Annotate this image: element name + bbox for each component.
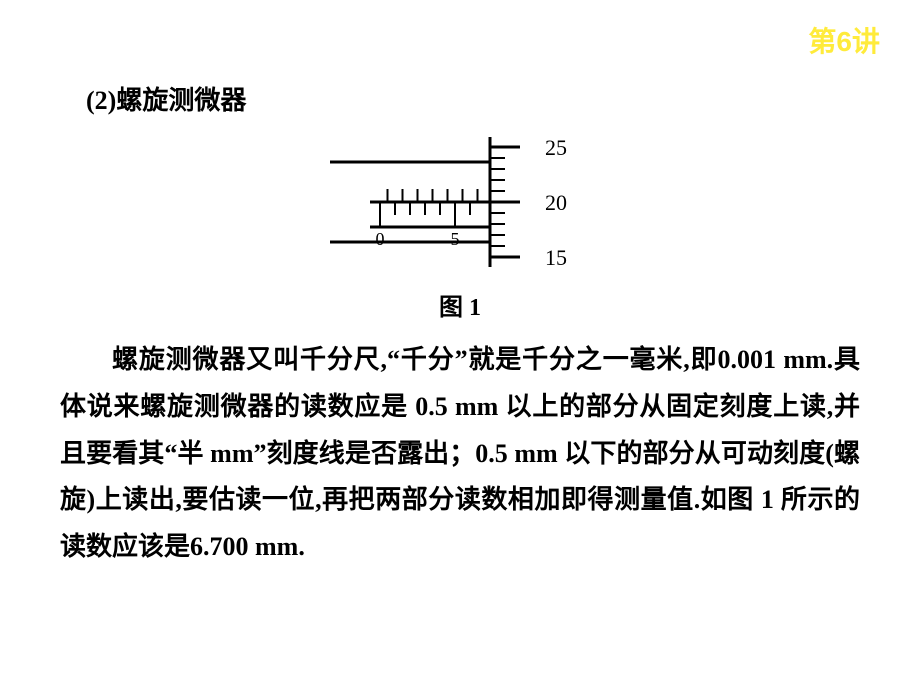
micrometer-svg: 0 5 25 20 15 <box>310 127 610 277</box>
thimble-15: 15 <box>545 245 567 270</box>
micrometer-figure: 0 5 25 20 15 <box>60 127 860 282</box>
thimble-20: 20 <box>545 190 567 215</box>
main-scale-5: 5 <box>451 229 460 249</box>
main-scale-0: 0 <box>376 229 385 249</box>
section-title: (2)螺旋测微器 <box>60 80 860 117</box>
content-area: (2)螺旋测微器 0 <box>0 0 920 611</box>
figure-caption: 图 1 <box>60 287 860 322</box>
thimble-25: 25 <box>545 135 567 160</box>
body-paragraph: 螺旋测微器又叫千分尺,“千分”就是千分之一毫米,即0.001 mm.具体说来螺旋… <box>60 337 860 571</box>
page-header: 第6讲 <box>808 20 880 60</box>
